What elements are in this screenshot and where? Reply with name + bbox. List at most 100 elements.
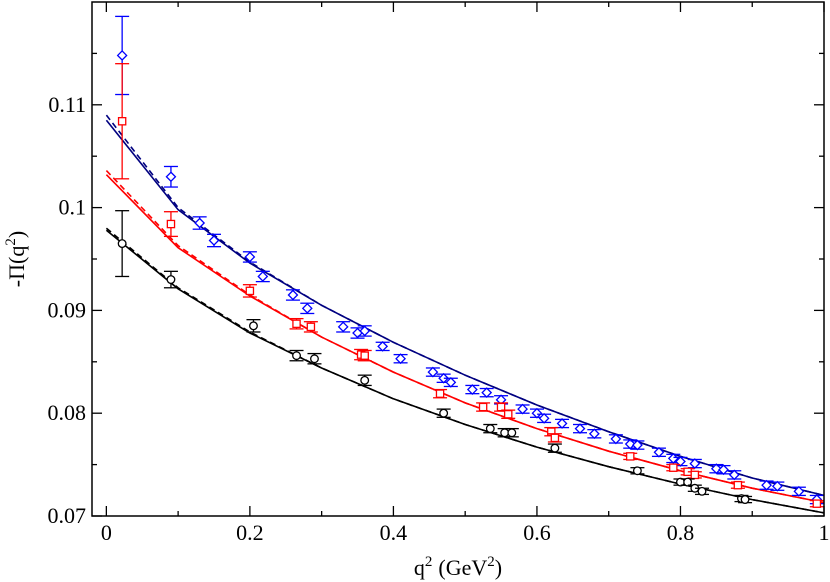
diamond-marker [466,384,478,395]
diamond-marker [438,372,450,384]
data-point-diamond [242,251,257,263]
data-point-diamond [537,412,552,424]
circle-marker [550,443,560,453]
square-marker [496,402,506,412]
data-point-square [357,349,372,362]
data-point-diamond [673,456,688,467]
diamond-marker [610,433,622,445]
data-point-square [289,317,304,330]
data-point-diamond [759,479,774,491]
curve-solid-0 [105,119,825,497]
circle-marker [117,239,127,249]
circle-marker [697,486,707,496]
square-marker [503,409,513,419]
data-point-square [809,499,824,508]
diamond-marker [653,446,665,458]
circle-marker [292,351,301,361]
circle-marker [632,466,642,476]
y-axis-title-end: ) [4,231,29,238]
data-point-diamond [192,216,207,230]
diamond-marker [244,251,256,263]
data-point-square [476,402,491,412]
data-point-square [242,284,257,298]
diamond-marker [761,479,773,491]
data-point-circle [163,270,178,289]
y-tick-label: 0.07 [48,503,87,528]
diamond-marker [116,50,128,61]
fit-curves [105,114,825,514]
diamond-marker [588,428,600,440]
y-axis-title: -Π(q2) [3,231,29,287]
square-marker [478,402,488,412]
data-point-diamond [651,446,666,458]
x-axis-title-units-end: ) [495,555,502,580]
data-point-square [666,463,681,472]
curve-solid-2 [105,174,825,504]
diamond-marker [337,321,349,333]
diamond-marker [395,353,407,365]
x-tick-label: 0.8 [667,520,695,545]
data-point-circle [738,495,753,505]
data-point-diamond [555,418,570,429]
circle-marker [500,428,510,438]
y-tick-label: 0.1 [59,195,87,220]
data-point-diamond [393,353,408,365]
diamond-marker [257,271,269,282]
data-point-diamond [336,321,351,333]
data-point-circle [483,423,498,434]
circle-marker [310,354,319,364]
square-marker [166,219,176,229]
data-point-circle [630,466,645,476]
square-marker [435,389,445,398]
data-point-circle [695,486,709,496]
data-point-diamond [436,372,451,384]
data-point-diamond [573,423,587,435]
data-point-diamond [727,469,742,481]
data-point-diamond [479,387,494,399]
y-axis-title-main: -Π(q [4,246,29,288]
data-point-diamond [623,438,638,450]
diamond-marker [194,217,206,229]
data-point-diamond [716,464,731,476]
diamond-marker [771,480,783,492]
data-point-circle [547,443,562,453]
circle-marker [249,321,258,331]
x-tick-label: 1 [819,520,830,545]
square-marker [669,463,678,472]
data-point-square [501,409,516,419]
curve-dashed-3 [105,170,825,504]
square-marker [245,286,255,296]
data-point-diamond [515,403,530,415]
diamond-marker [675,456,686,467]
data-point-diamond [687,458,702,469]
data-point-square [433,388,448,399]
y-tick-label: 0.09 [48,297,87,322]
x-axis-title-units-sup: 2 [487,554,495,570]
x-tick-label: 0 [101,520,112,545]
data-point-square [115,63,130,180]
square-marker [733,480,743,490]
data-point-circle [680,477,695,487]
data-point-diamond [207,233,221,248]
diamond-marker [301,302,313,314]
plot-frame [91,1,825,517]
data-point-square [303,321,318,333]
diamond-marker [624,438,636,450]
data-point-square [547,433,562,443]
data-point-diamond [630,439,645,451]
diamond-marker [538,412,550,424]
data-point-diamond [285,289,300,301]
square-marker [812,499,822,508]
x-tick-label: 0.6 [523,520,551,545]
diamond-marker [556,418,568,429]
circle-marker [507,428,517,438]
x-axis-title-sup: 2 [425,554,433,570]
data-point-square [687,470,702,480]
data-point-diamond [163,165,178,188]
data-point-diamond [300,302,315,315]
data-point-diamond [709,463,724,475]
y-tick-label: 0.08 [48,400,87,425]
diamond-marker [531,407,543,419]
data-point-square [623,452,638,461]
